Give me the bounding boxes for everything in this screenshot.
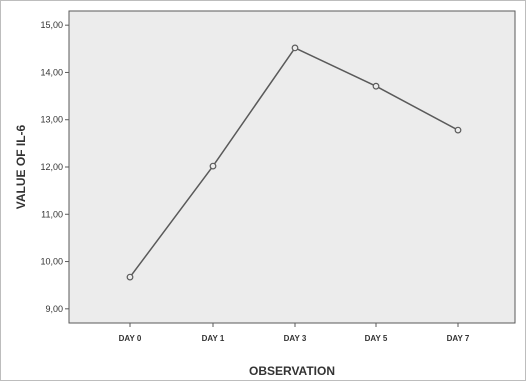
y-tick-label: 13,00 — [40, 115, 63, 125]
y-tick-label: 10,00 — [40, 257, 63, 267]
data-point — [209, 162, 217, 170]
y-tick-label: 12,00 — [40, 162, 63, 172]
x-tick-label: DAY 1 — [202, 334, 225, 343]
y-tick-label: 15,00 — [40, 20, 63, 30]
x-tick-label: DAY 7 — [447, 334, 470, 343]
plot-area — [68, 10, 516, 324]
x-tick-label: DAY 5 — [365, 334, 388, 343]
data-point — [372, 82, 380, 90]
data-point — [454, 126, 462, 134]
y-tick-label: 11,00 — [41, 209, 63, 219]
y-axis-ticks: 9,00 10,00 11,00 12,00 13,00 14,00 15,00 — [40, 20, 69, 314]
y-tick-label: 14,00 — [40, 67, 63, 77]
data-points — [126, 44, 462, 281]
x-tick-label: DAY 0 — [119, 334, 142, 343]
x-tick-label: DAY 3 — [284, 334, 307, 343]
x-axis-label: OBSERVATION — [249, 364, 335, 378]
y-tick-label: 9,00 — [45, 304, 63, 314]
data-point — [126, 273, 134, 281]
y-axis-label: VALUE OF IL-6 — [14, 124, 28, 209]
data-point — [291, 44, 299, 52]
x-axis-ticks: DAY 0 DAY 1 DAY 3 DAY 5 DAY 7 — [119, 323, 470, 343]
